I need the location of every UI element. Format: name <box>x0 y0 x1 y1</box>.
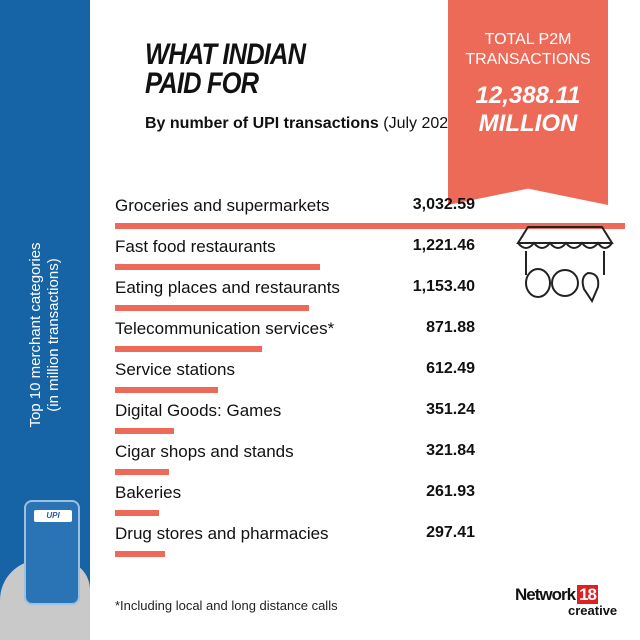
title-line1: WHAT INDIAN <box>145 38 306 71</box>
bar <box>115 264 321 270</box>
value-label: 1,153.40 <box>412 278 475 295</box>
value-label: 1,221.46 <box>412 237 475 254</box>
category-label: Fast food restaurants <box>115 237 276 256</box>
subtitle-date: (July 2025) <box>378 115 463 132</box>
category-label: Service stations <box>115 360 235 379</box>
bar <box>115 223 625 229</box>
value-label: 297.41 <box>426 524 475 541</box>
total-label: TOTAL P2M TRANSACTIONS <box>465 31 591 68</box>
total-unit: MILLION <box>478 110 578 137</box>
upi-logo: UPI <box>34 510 72 522</box>
total-number: 12,388.11 <box>475 82 581 109</box>
bar <box>115 346 262 352</box>
total-value: 12,388.11 MILLION <box>448 82 608 138</box>
category-label: Groceries and supermarkets <box>115 196 330 215</box>
axis-label: Top 10 merchant categories (in million tr… <box>27 242 63 427</box>
category-label: Drug stores and pharmacies <box>115 524 329 543</box>
category-label: Eating places and restaurants <box>115 278 340 297</box>
bar <box>115 469 170 475</box>
bar <box>115 387 218 393</box>
chart-subtitle: By number of UPI transactions (July 2025… <box>145 113 462 135</box>
value-label: 612.49 <box>426 360 475 377</box>
value-label: 321.84 <box>426 442 475 459</box>
value-label: 351.24 <box>426 401 475 418</box>
category-label: Telecommunication services* <box>115 319 335 338</box>
category-label: Digital Goods: Games <box>115 401 282 420</box>
category-label: Bakeries <box>115 483 182 502</box>
phone-illustration: UPI <box>24 500 80 605</box>
logo-number: 18 <box>577 585 598 604</box>
bar <box>115 510 160 516</box>
value-label: 871.88 <box>426 319 475 336</box>
logo-sub: creative <box>568 603 618 618</box>
title-line2: PAID FOR <box>145 67 259 100</box>
logo-name: Network <box>515 585 576 604</box>
category-label: Cigar shops and stands <box>115 442 294 461</box>
bar <box>115 551 166 557</box>
value-label: 261.93 <box>426 483 475 500</box>
axis-label-line1: Top 10 merchant categories <box>27 242 44 428</box>
footnote: *Including local and long distance calls <box>115 598 338 613</box>
network18-logo: Network 18 <box>515 585 598 605</box>
bar <box>115 305 309 311</box>
axis-label-line2: (in million transactions) <box>45 258 62 412</box>
total-badge: TOTAL P2M TRANSACTIONS 12,388.11 MILLION <box>448 0 608 205</box>
subtitle-bold: By number of UPI transactions <box>145 115 379 132</box>
chart-title: WHAT INDIAN PAID FOR <box>145 38 306 100</box>
bar <box>115 428 175 434</box>
shop-icon <box>516 226 614 304</box>
sidebar: Top 10 merchant categories (in million tr… <box>0 0 90 640</box>
value-label: 3,032.59 <box>412 196 475 213</box>
